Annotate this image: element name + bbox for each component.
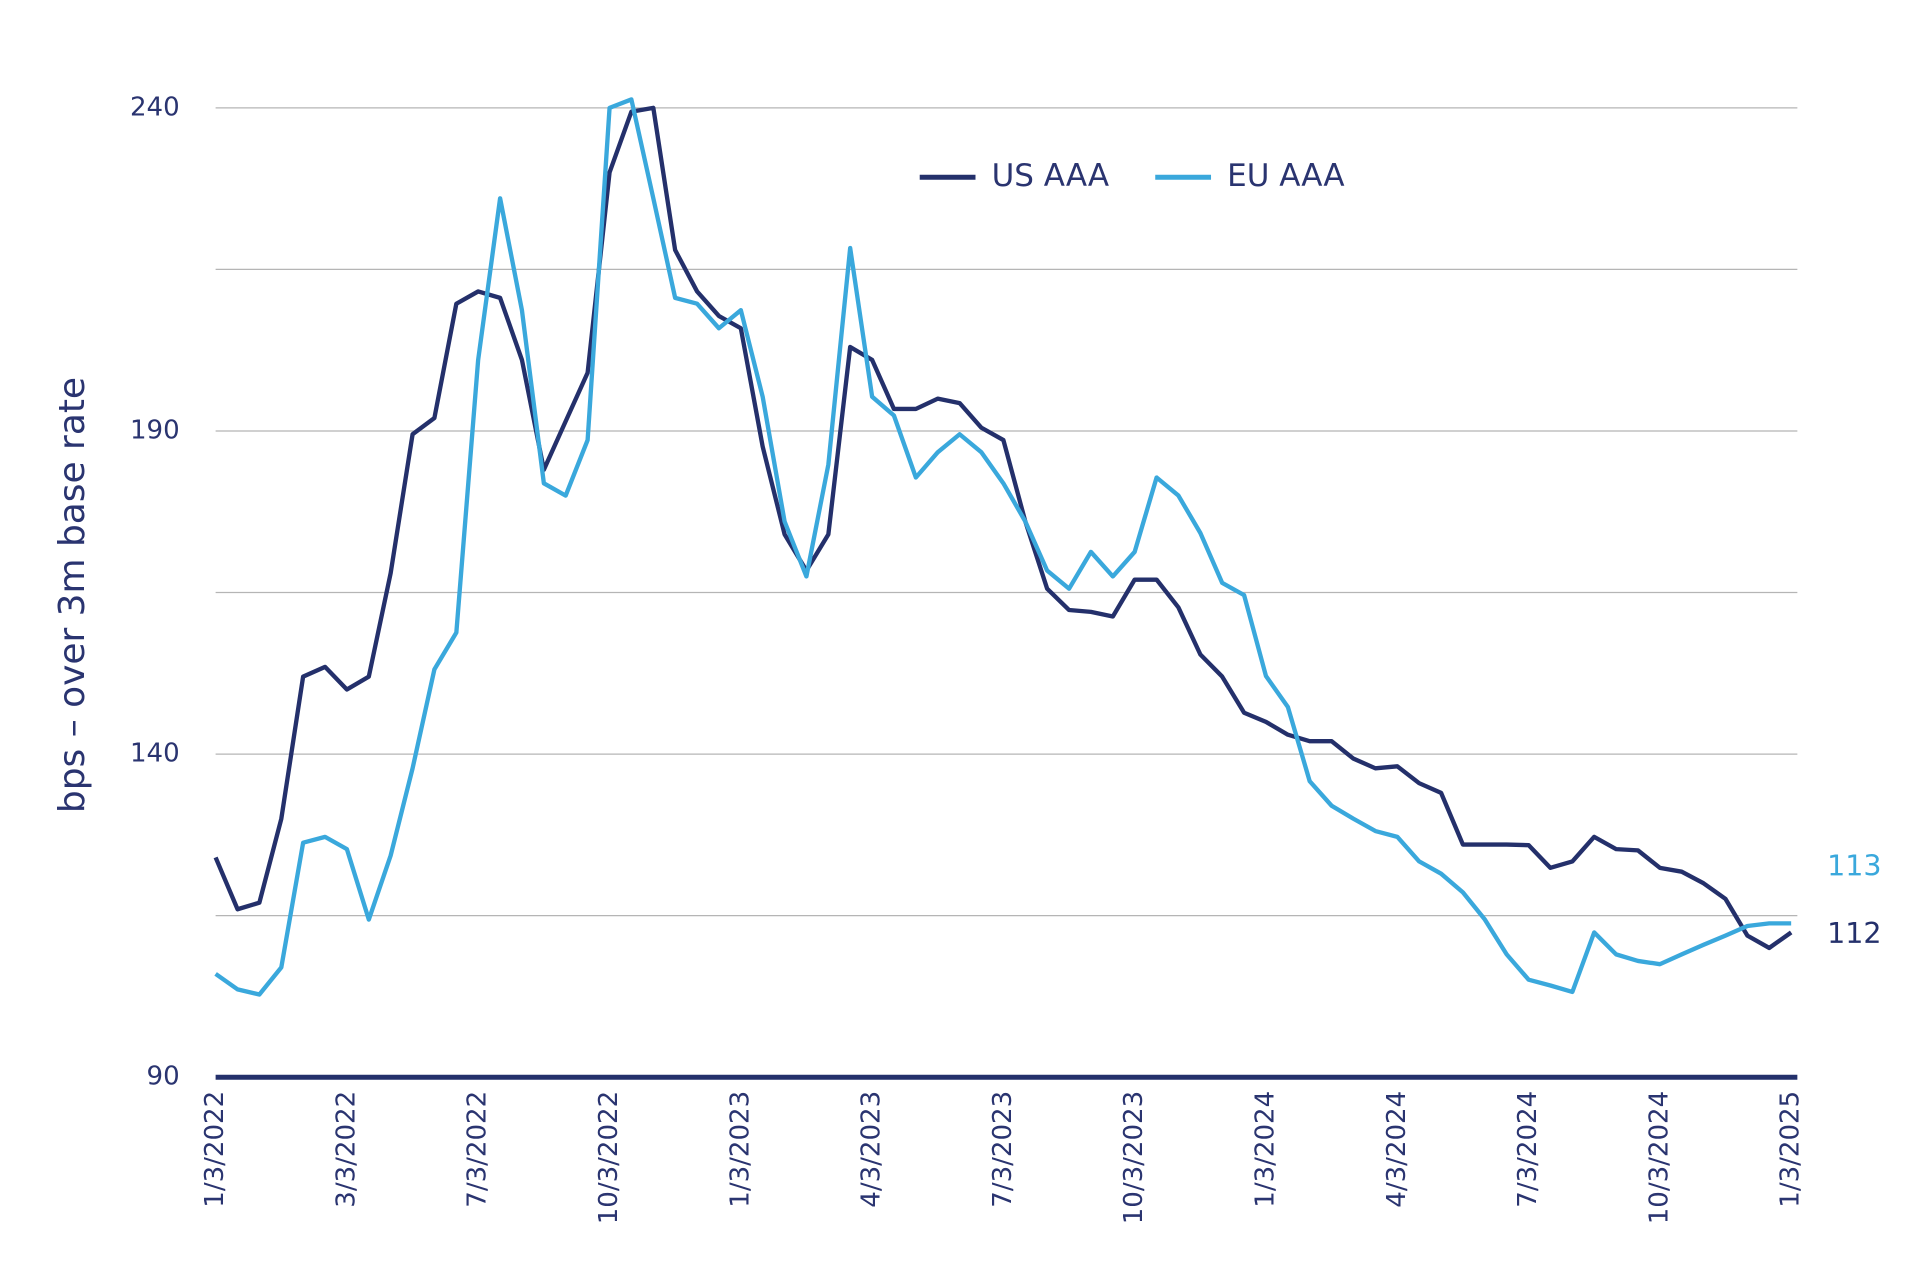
y-tick-label: 90 bbox=[147, 1062, 180, 1092]
x-tick-label: 4/3/2023 bbox=[857, 1091, 887, 1208]
x-tick-label: 10/3/2023 bbox=[1119, 1091, 1149, 1224]
x-tick-label: 10/3/2024 bbox=[1644, 1091, 1674, 1224]
x-tick-label: 7/3/2024 bbox=[1513, 1091, 1543, 1208]
y-axis-label: bps – over 3m base rate bbox=[52, 377, 93, 813]
end-label: 112 bbox=[1827, 917, 1881, 950]
x-tick-label: 1/3/2024 bbox=[1250, 1091, 1280, 1208]
series-line bbox=[214, 97, 1792, 997]
x-tick-label: 7/3/2022 bbox=[463, 1091, 493, 1208]
x-tick-label: 10/3/2022 bbox=[594, 1091, 624, 1224]
x-tick-label: 4/3/2024 bbox=[1382, 1091, 1412, 1208]
legend-label: US AAA bbox=[992, 158, 1110, 194]
x-tick-label: 1/3/2025 bbox=[1776, 1091, 1806, 1208]
x-tick-label: 1/3/2023 bbox=[725, 1091, 755, 1208]
x-tick-label: 7/3/2023 bbox=[988, 1091, 1018, 1208]
y-tick-label: 140 bbox=[130, 739, 180, 769]
end-label: 113 bbox=[1827, 850, 1881, 883]
x-tick-label: 1/3/2022 bbox=[200, 1091, 230, 1208]
y-tick-label: 190 bbox=[130, 415, 180, 445]
x-tick-label: 3/3/2022 bbox=[331, 1091, 361, 1208]
series-line bbox=[213, 105, 1793, 951]
legend-label: EU AAA bbox=[1227, 158, 1344, 194]
y-tick-label: 240 bbox=[130, 92, 180, 122]
